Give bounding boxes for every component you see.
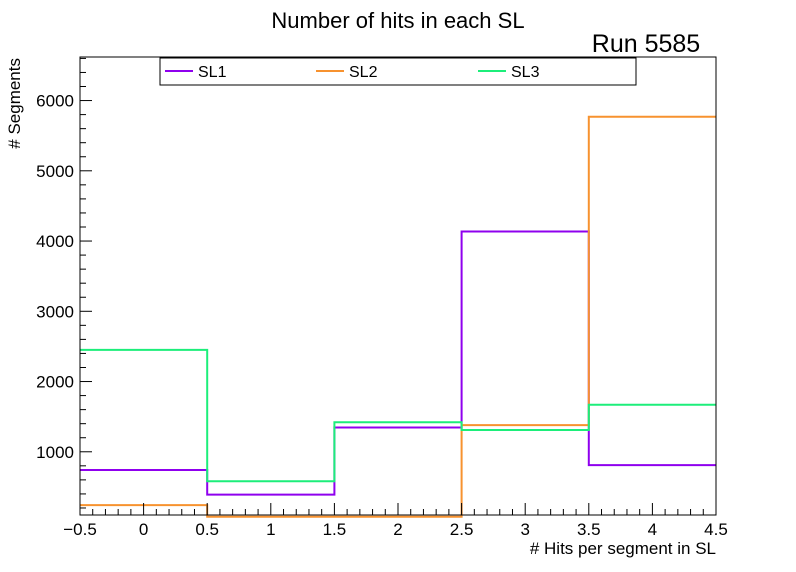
chart-title: Number of hits in each SL (271, 8, 524, 33)
x-tick-label: 3.5 (577, 520, 601, 539)
y-tick-label: 2000 (36, 373, 74, 392)
y-tick-label: 5000 (36, 162, 74, 181)
x-tick-label: 4 (648, 520, 657, 539)
x-tick-label: 2.5 (450, 520, 474, 539)
y-axis-title: # Segments (5, 58, 24, 149)
legend-label-sl1: SL1 (198, 64, 227, 81)
x-tick-label: 0.5 (195, 520, 219, 539)
legend-label-sl2: SL2 (349, 64, 378, 81)
legend-label-sl3: SL3 (511, 64, 540, 81)
y-tick-label: 3000 (36, 302, 74, 321)
x-tick-label: 2 (393, 520, 402, 539)
y-tick-label: 6000 (36, 92, 74, 111)
x-tick-label: −0.5 (63, 520, 97, 539)
x-tick-label: 0 (139, 520, 148, 539)
x-axis: −0.5 0 0.5 1 1.5 2 2.5 3 3.5 4 4.5 (63, 503, 728, 539)
x-axis-title: # Hits per segment in SL (530, 539, 716, 558)
y-tick-label: 1000 (36, 443, 74, 462)
legend: SL1 SL2 SL3 (159, 57, 637, 86)
x-tick-label: 1 (266, 520, 275, 539)
x-tick-label: 3 (520, 520, 529, 539)
x-tick-label: 4.5 (704, 520, 728, 539)
y-axis: 1000 2000 3000 4000 5000 6000 (36, 57, 92, 509)
run-label: Run 5585 (592, 30, 700, 58)
series-line-sl3 (80, 348, 716, 483)
legend-box (159, 57, 637, 86)
y-tick-label: 4000 (36, 232, 74, 251)
x-tick-label: 1.5 (323, 520, 347, 539)
